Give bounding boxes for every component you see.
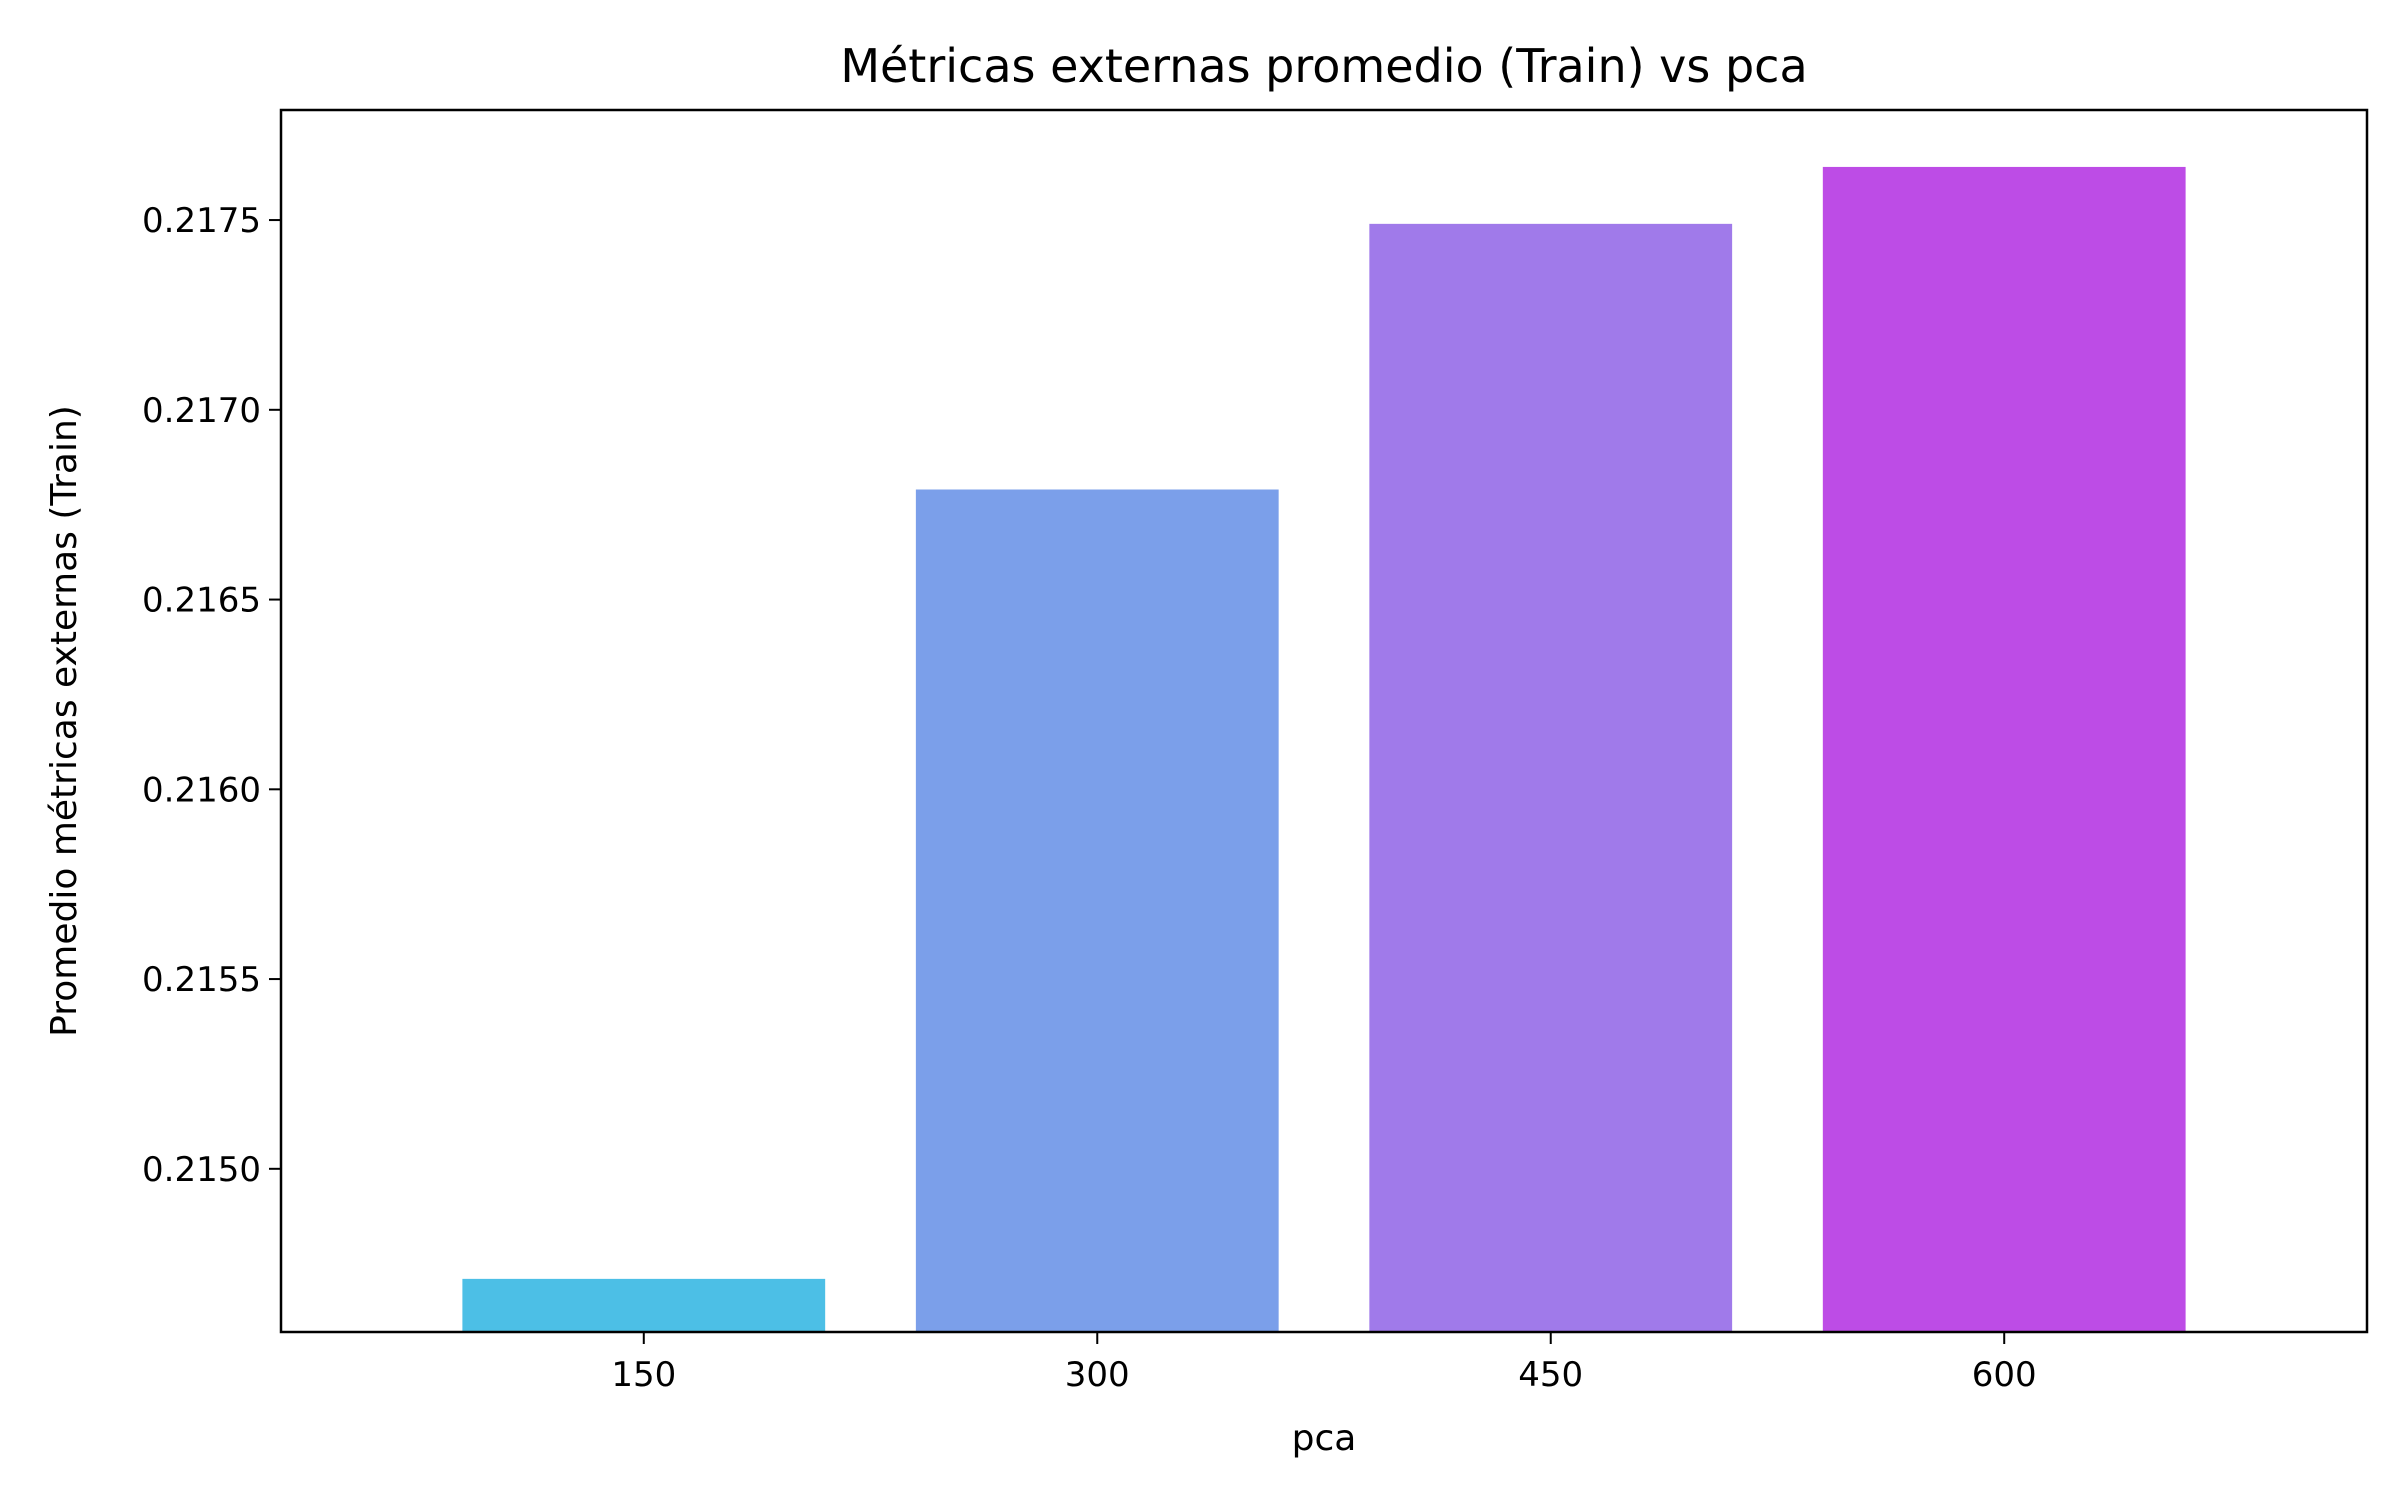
x-tick-label-300: 300 bbox=[1065, 1355, 1130, 1395]
bar-150 bbox=[462, 1278, 826, 1332]
y-tick-label-0.2175: 0.2175 bbox=[142, 201, 261, 241]
x-tick-label-600: 600 bbox=[1972, 1355, 2037, 1395]
y-tick-label-0.2165: 0.2165 bbox=[142, 581, 261, 621]
y-axis-label: Promedio métricas externas (Train) bbox=[44, 405, 85, 1037]
x-axis-label: pca bbox=[1292, 1418, 1357, 1459]
x-axis: 150 300 450 600 bbox=[611, 1332, 2037, 1395]
bar-600 bbox=[1822, 166, 2186, 1333]
plot-frame bbox=[279, 108, 2369, 1334]
y-tick-label-0.2155: 0.2155 bbox=[142, 960, 261, 1000]
y-axis: 0.2150 0.2155 0.2160 0.2165 0.2170 0.2175 bbox=[142, 201, 281, 1190]
y-tick-label-0.2170: 0.2170 bbox=[142, 391, 261, 431]
y-tick-label-0.2150: 0.2150 bbox=[142, 1150, 261, 1190]
bar-300 bbox=[915, 489, 1279, 1332]
plot-area bbox=[462, 166, 2186, 1333]
x-tick-label-450: 450 bbox=[1518, 1355, 1583, 1395]
bar-450 bbox=[1369, 223, 1733, 1332]
chart-title: Métricas externas promedio (Train) vs pc… bbox=[840, 39, 1807, 93]
x-tick-label-150: 150 bbox=[611, 1355, 676, 1395]
y-tick-label-0.2160: 0.2160 bbox=[142, 770, 261, 810]
